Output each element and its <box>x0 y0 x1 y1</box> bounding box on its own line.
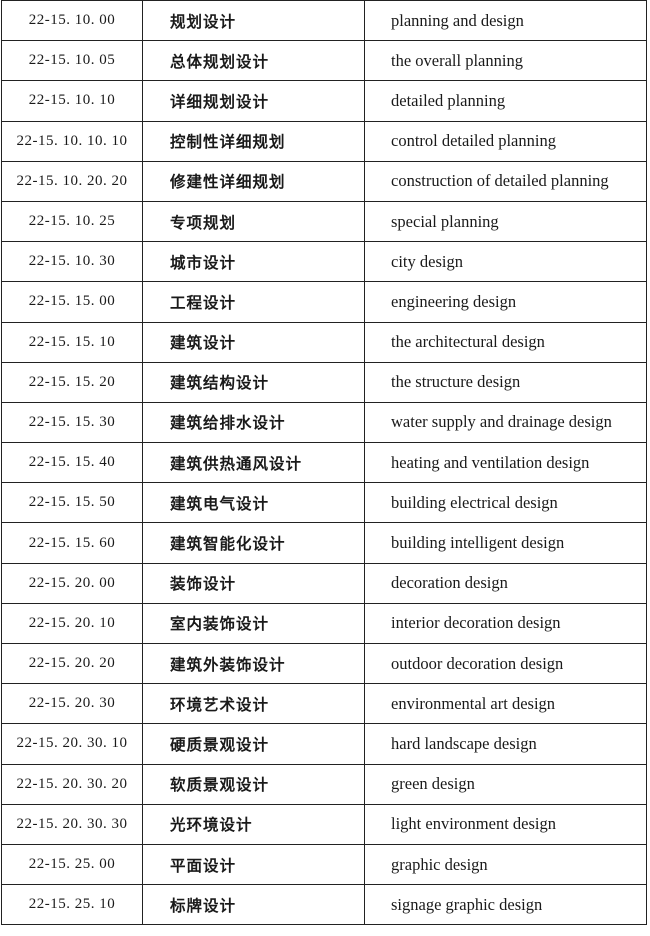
table-row: 22-15. 15. 50 建筑电气设计 building electrical d… <box>1 482 647 524</box>
chinese-term-cell: 建筑设计 <box>142 321 365 363</box>
chinese-term-cell: 建筑外装饰设计 <box>142 642 365 685</box>
table-row: 22-15. 20. 00 装饰设计 decoration design <box>1 562 647 604</box>
chinese-term-cell: 平面设计 <box>142 843 365 886</box>
english-term-cell: green design <box>364 763 647 805</box>
chinese-term-cell: 环境艺术设计 <box>142 683 365 725</box>
code-cell: 22-15. 20. 30. 20 <box>1 763 143 805</box>
chinese-term-cell: 软质景观设计 <box>142 763 365 805</box>
english-term-cell: signage graphic design <box>364 884 647 926</box>
table-row: 22-15. 10. 20. 20 修建性详细规划 construction of … <box>1 160 647 202</box>
code-cell: 22-15. 10. 25 <box>1 200 143 243</box>
table-row: 22-15. 10. 05 总体规划设计 the overall planning <box>1 40 647 82</box>
code-cell: 22-15. 20. 30. 30 <box>1 803 143 845</box>
code-cell: 22-15. 20. 00 <box>1 562 143 604</box>
code-cell: 22-15. 25. 10 <box>1 884 143 926</box>
table-row: 22-15. 20. 30. 30 光环境设计 light environment … <box>1 803 647 845</box>
code-cell: 22-15. 10. 05 <box>1 40 143 82</box>
code-cell: 22-15. 20. 10 <box>1 602 143 645</box>
english-term-cell: decoration design <box>364 562 647 604</box>
english-term-cell: outdoor decoration design <box>364 642 647 685</box>
english-term-cell: heating and ventilation design <box>364 442 647 484</box>
code-cell: 22-15. 20. 30 <box>1 683 143 725</box>
table-row: 22-15. 20. 30. 20 软质景观设计 green design <box>1 763 647 805</box>
english-term-cell: planning and design <box>364 0 647 42</box>
english-term-cell: building intelligent design <box>364 522 647 564</box>
english-term-cell: engineering design <box>364 281 647 323</box>
english-term-cell: construction of detailed planning <box>364 160 647 202</box>
table-row: 22-15. 10. 10 详细规划设计 detailed planning <box>1 80 647 122</box>
chinese-term-cell: 建筑电气设计 <box>142 482 365 524</box>
code-cell: 22-15. 20. 20 <box>1 642 143 685</box>
chinese-term-cell: 城市设计 <box>142 241 365 283</box>
code-cell: 22-15. 10. 30 <box>1 241 143 283</box>
code-cell: 22-15. 15. 00 <box>1 281 143 323</box>
chinese-term-cell: 建筑智能化设计 <box>142 522 365 564</box>
code-cell: 22-15. 15. 40 <box>1 442 143 484</box>
english-term-cell: building electrical design <box>364 482 647 524</box>
code-cell: 22-15. 15. 30 <box>1 401 143 444</box>
code-cell: 22-15. 25. 00 <box>1 843 143 886</box>
chinese-term-cell: 建筑结构设计 <box>142 361 365 403</box>
table-row: 22-15. 10. 30 城市设计 city design <box>1 241 647 283</box>
table-row: 22-15. 20. 10 室内装饰设计 interior decoration d… <box>1 602 647 645</box>
english-term-cell: the overall planning <box>364 40 647 82</box>
code-cell: 22-15. 15. 10 <box>1 321 143 363</box>
table-row: 22-15. 10. 10. 10 控制性详细规划 control detailed… <box>1 120 647 162</box>
chinese-term-cell: 总体规划设计 <box>142 40 365 82</box>
table-row: 22-15. 20. 30. 10 硬质景观设计 hard landscape de… <box>1 723 647 765</box>
table-row: 22-15. 15. 00 工程设计 engineering design <box>1 281 647 323</box>
english-term-cell: light environment design <box>364 803 647 845</box>
english-term-cell: detailed planning <box>364 80 647 122</box>
table-row: 22-15. 20. 30 环境艺术设计 environmental art des… <box>1 683 647 725</box>
table-row: 22-15. 20. 20 建筑外装饰设计 outdoor decoration d… <box>1 642 647 685</box>
table-row: 22-15. 25. 00 平面设计 graphic design <box>1 843 647 886</box>
table-row: 22-15. 15. 60 建筑智能化设计 building intelligent… <box>1 522 647 564</box>
chinese-term-cell: 建筑供热通风设计 <box>142 442 365 484</box>
code-cell: 22-15. 10. 10. 10 <box>1 120 143 162</box>
chinese-term-cell: 规划设计 <box>142 0 365 42</box>
chinese-term-cell: 专项规划 <box>142 200 365 243</box>
english-term-cell: water supply and drainage design <box>364 401 647 444</box>
english-term-cell: environmental art design <box>364 683 647 725</box>
chinese-term-cell: 装饰设计 <box>142 562 365 604</box>
chinese-term-cell: 室内装饰设计 <box>142 602 365 645</box>
english-term-cell: graphic design <box>364 843 647 886</box>
english-term-cell: hard landscape design <box>364 723 647 765</box>
code-cell: 22-15. 15. 60 <box>1 522 143 564</box>
chinese-term-cell: 硬质景观设计 <box>142 723 365 765</box>
table-row: 22-15. 15. 20 建筑结构设计 the structure design <box>1 361 647 403</box>
english-term-cell: special planning <box>364 200 647 243</box>
code-cell: 22-15. 10. 20. 20 <box>1 160 143 202</box>
chinese-term-cell: 工程设计 <box>142 281 365 323</box>
table-row: 22-15. 15. 30 建筑给排水设计 water supply and dra… <box>1 401 647 444</box>
code-cell: 22-15. 15. 20 <box>1 361 143 403</box>
english-term-cell: interior decoration design <box>364 602 647 645</box>
code-cell: 22-15. 10. 10 <box>1 80 143 122</box>
chinese-term-cell: 光环境设计 <box>142 803 365 845</box>
code-cell: 22-15. 20. 30. 10 <box>1 723 143 765</box>
english-term-cell: the architectural design <box>364 321 647 363</box>
english-term-cell: city design <box>364 241 647 283</box>
english-term-cell: the structure design <box>364 361 647 403</box>
chinese-term-cell: 详细规划设计 <box>142 80 365 122</box>
code-cell: 22-15. 15. 50 <box>1 482 143 524</box>
chinese-term-cell: 建筑给排水设计 <box>142 401 365 444</box>
table-row: 22-15. 15. 10 建筑设计 the architectural desig… <box>1 321 647 363</box>
chinese-term-cell: 修建性详细规划 <box>142 160 365 202</box>
english-term-cell: control detailed planning <box>364 120 647 162</box>
table-row: 22-15. 15. 40 建筑供热通风设计 heating and ventila… <box>1 442 647 484</box>
chinese-term-cell: 控制性详细规划 <box>142 120 365 162</box>
chinese-term-cell: 标牌设计 <box>142 884 365 926</box>
code-cell: 22-15. 10. 00 <box>1 0 143 42</box>
table-row: 22-15. 10. 25 专项规划 special planning <box>1 200 647 243</box>
table-row: 22-15. 10. 00 规划设计 planning and design <box>1 0 647 42</box>
table-row: 22-15. 25. 10 标牌设计 signage graphic design <box>1 884 647 926</box>
